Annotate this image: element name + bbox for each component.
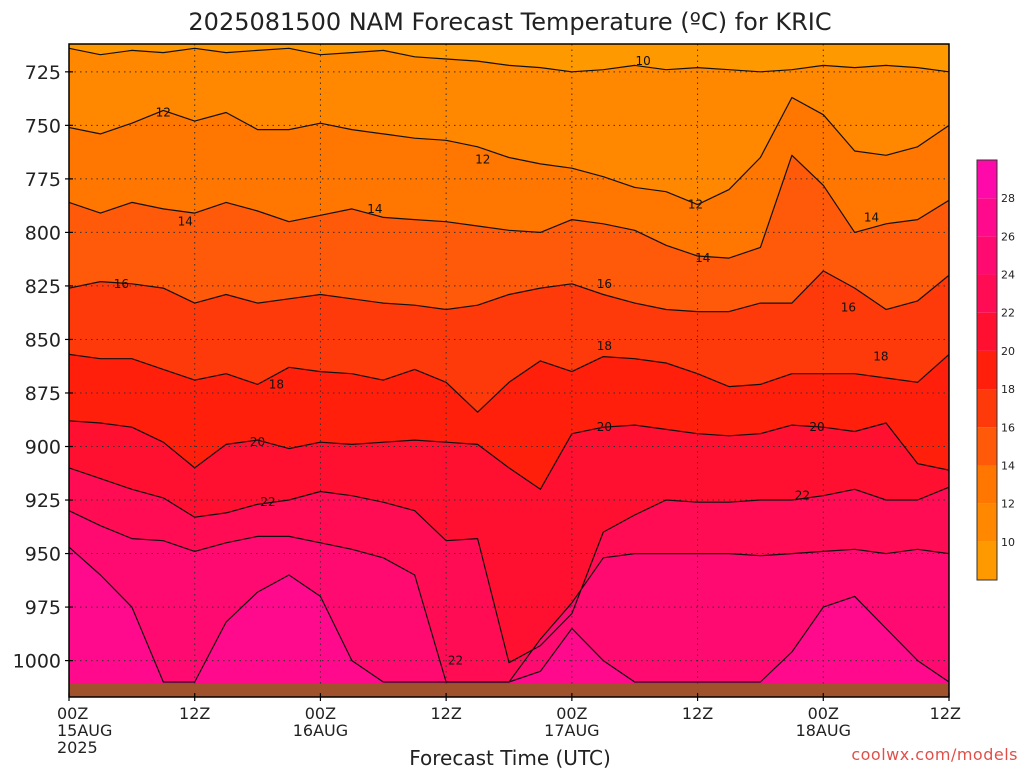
x-tick-label: 17AUG — [544, 721, 599, 740]
isotherm-label: 20 — [809, 420, 824, 434]
isotherm-20 — [69, 420, 949, 490]
isotherm-label: 12 — [156, 106, 171, 120]
isotherm-16 — [69, 270, 949, 313]
colorbar-label: 26 — [1001, 230, 1015, 243]
isotherm-label: 10 — [635, 54, 650, 68]
isotherm-lines — [69, 47, 949, 683]
x-tick-label: 15AUG — [57, 721, 112, 740]
colorbar-swatch — [977, 465, 997, 504]
isotherm-18 — [69, 353, 949, 413]
isotherm-label: 20 — [597, 420, 612, 434]
colorbar-swatch — [977, 198, 997, 237]
x-tick-label: 16AUG — [293, 721, 348, 740]
x-tick-label: 12Z — [682, 704, 713, 723]
x-tick-label: 00Z — [556, 704, 587, 723]
x-tick-label: 18AUG — [796, 721, 851, 740]
colorbar-swatch — [977, 427, 997, 466]
isotherm-14 — [69, 154, 949, 259]
colorbar-swatch — [977, 541, 997, 580]
y-tick-label: 800 — [25, 222, 61, 244]
x-tick-label: 00Z — [808, 704, 839, 723]
x-tick-label: 12Z — [430, 704, 461, 723]
colorbar-label: 10 — [1001, 536, 1015, 549]
isotherm-label: 16 — [114, 277, 129, 291]
x-tick-label: 12Z — [179, 704, 210, 723]
y-tick-label: 725 — [25, 62, 61, 84]
isotherm-22 — [69, 467, 949, 664]
isotherm-label: 14 — [178, 215, 193, 229]
colorbar-label: 18 — [1001, 383, 1015, 396]
colorbar-swatch — [977, 160, 997, 199]
plot-frame — [68, 43, 950, 698]
colorbar-swatch — [977, 312, 997, 351]
x-tick-label: 00Z — [305, 704, 336, 723]
isotherm-label: 18 — [873, 350, 888, 364]
colorbar: 10 12 14 16 18 20 22 24 26 28 — [976, 159, 1015, 581]
isotherm-label: 16 — [597, 277, 612, 291]
y-tick-label: 900 — [25, 437, 61, 459]
isotherm-label: 22 — [260, 495, 275, 509]
colorbar-swatch — [977, 236, 997, 275]
y-tick-label: 825 — [25, 276, 61, 298]
isotherm-label: 22 — [795, 489, 810, 503]
colorbar-label: 16 — [1001, 421, 1015, 434]
colorbar-swatch — [977, 274, 997, 313]
isotherm-label: 14 — [367, 202, 382, 216]
isotherm-label: 22 — [448, 654, 463, 668]
isotherm-label: 16 — [841, 300, 856, 314]
y-tick-label: 1000 — [13, 651, 61, 673]
watermark-text: coolwx.com/models — [851, 745, 1018, 764]
isotherm-label: 20 — [250, 435, 265, 449]
isotherm-10 — [69, 47, 949, 73]
isotherm-label: 18 — [597, 339, 612, 353]
y-axis-ticks: 725 750 775 800 825 850 875 900 925 950 975 1000 — [13, 62, 73, 673]
y-tick-label: 950 — [25, 544, 61, 566]
y-tick-label: 875 — [25, 383, 61, 405]
isotherm-label: 18 — [269, 377, 284, 391]
colorbar-label: 20 — [1001, 345, 1015, 358]
x-tick-label: 00Z — [57, 704, 88, 723]
plot-area: 10 12 12 12 14 14 14 14 16 16 16 18 18 18 20 20 20 22 22 22 — [69, 44, 949, 697]
ground-fill — [69, 684, 949, 697]
colorbar-label: 12 — [1001, 498, 1015, 511]
colorbar-label: 28 — [1001, 192, 1015, 205]
x-tick-label: 12Z — [930, 704, 961, 723]
y-tick-label: 975 — [25, 597, 61, 619]
x-axis-label: Forecast Time (UTC) — [409, 746, 611, 768]
isotherm-label: 14 — [695, 251, 710, 265]
y-tick-label: 750 — [25, 115, 61, 137]
band-above-26 — [69, 547, 949, 697]
isotherm-label: 14 — [864, 210, 879, 224]
colorbar-swatch — [977, 389, 997, 428]
colorbar-frame — [976, 159, 998, 581]
temperature-bands — [69, 44, 949, 697]
isotherm-labels: 10 12 12 12 14 14 14 14 16 16 16 18 18 18 20 20 20 22 22 22 — [114, 54, 889, 667]
y-tick-label: 775 — [25, 169, 61, 191]
colorbar-label: 24 — [1001, 269, 1015, 282]
colorbar-swatch — [977, 350, 997, 390]
colorbar-label: 22 — [1001, 307, 1015, 320]
ground-surface — [69, 684, 949, 697]
y-tick-label: 850 — [25, 329, 61, 351]
isotherm-label: 12 — [475, 153, 490, 167]
isotherm-26 — [69, 546, 949, 683]
isotherm-label: 12 — [688, 198, 703, 212]
isotherm-12 — [69, 96, 949, 206]
colorbar-label: 14 — [1001, 459, 1015, 472]
y-tick-label: 925 — [25, 490, 61, 512]
chart-title: 2025081500 NAM Forecast Temperature (ºC)… — [188, 8, 831, 36]
x-tick-label: 2025 — [57, 738, 98, 757]
colorbar-swatch — [977, 503, 997, 542]
